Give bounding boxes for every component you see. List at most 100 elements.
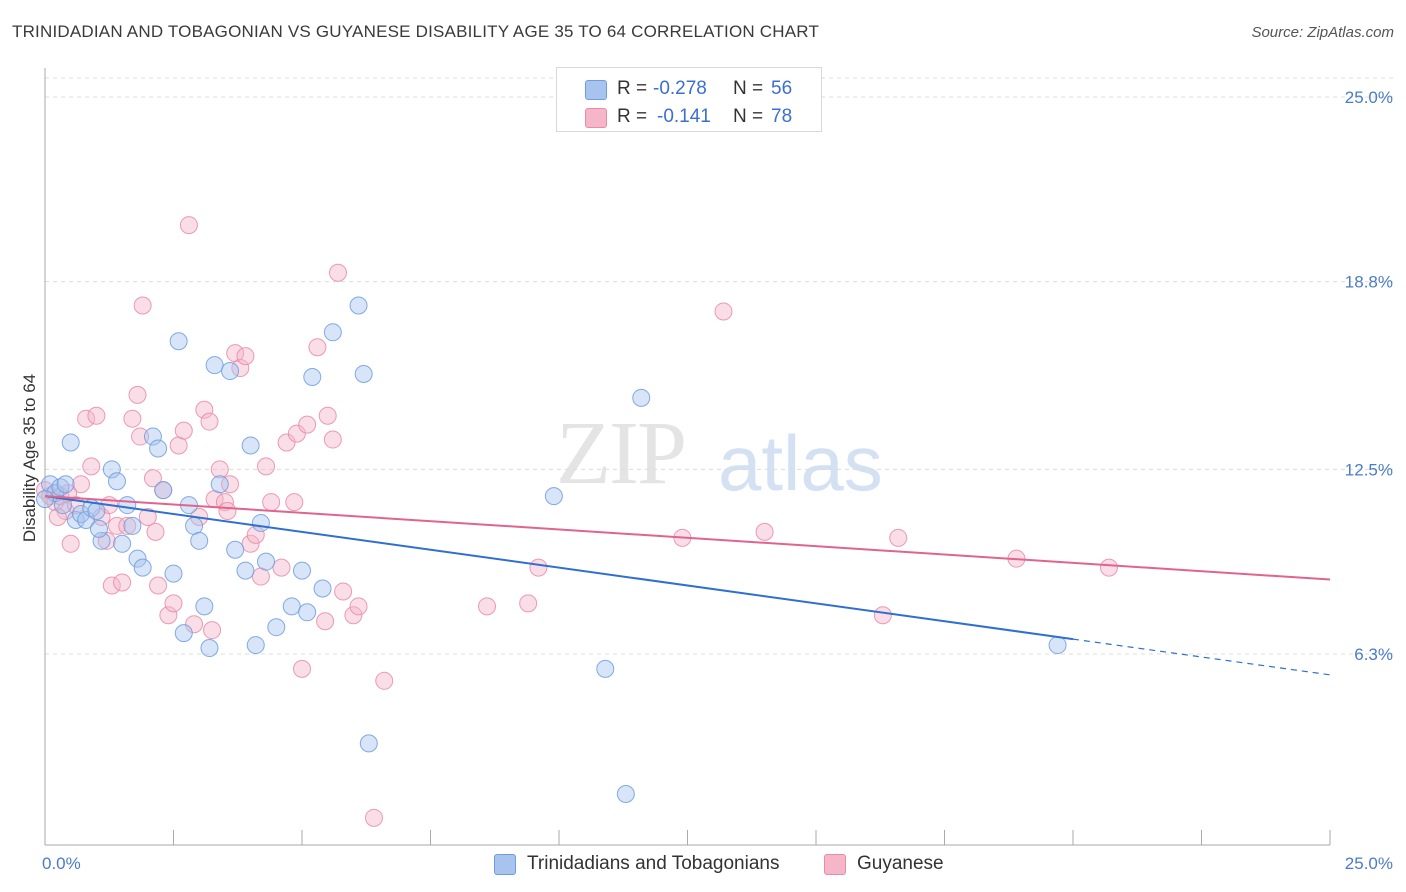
data-point: [61, 433, 80, 452]
data-point: [143, 427, 162, 446]
data-point: [267, 618, 286, 637]
trend-line: [44, 495, 1074, 641]
data-point: [89, 519, 108, 538]
data-point: [285, 493, 304, 512]
legend-r-label: R =: [617, 78, 648, 99]
data-point: [616, 784, 635, 803]
data-point: [71, 475, 90, 494]
data-point: [56, 475, 75, 494]
data-point: [179, 216, 198, 235]
legend-n-value: 78: [771, 106, 793, 127]
data-point: [221, 475, 240, 494]
data-point: [92, 531, 111, 550]
correlation-legend: R = -0.278 N = 56 R = -0.141 N = 78: [556, 67, 822, 132]
data-point: [154, 481, 173, 500]
data-point: [323, 430, 342, 449]
data-point: [133, 558, 152, 577]
data-point: [241, 436, 260, 455]
data-point: [77, 409, 96, 428]
legend-n-value: 56: [771, 78, 793, 99]
data-point: [293, 659, 311, 678]
legend-row-trinidadian: R = -0.278 N = 56: [557, 76, 821, 104]
trend-lines: [44, 495, 1331, 676]
watermark-atlas: atlas: [718, 419, 883, 507]
data-point: [71, 505, 90, 524]
data-point: [118, 516, 137, 535]
legend-r-value: -0.278: [653, 78, 707, 99]
data-point: [169, 332, 188, 351]
data-point: [313, 579, 332, 598]
data-point: [349, 597, 368, 616]
data-point: [143, 469, 162, 488]
data-point: [36, 490, 54, 509]
data-point: [48, 507, 67, 526]
data-point: [1099, 558, 1118, 577]
tick-labels: 6.3% 12.5% 18.8% 25.0% 0.0% 25.0%: [42, 88, 1393, 873]
data-point: [159, 606, 178, 625]
data-point: [210, 460, 229, 479]
data-point: [364, 808, 383, 827]
data-point: [102, 460, 121, 479]
data-point: [519, 594, 538, 613]
data-point: [113, 573, 132, 592]
data-point: [236, 561, 255, 580]
data-point: [203, 621, 222, 640]
data-point: [889, 528, 908, 547]
data-point: [478, 597, 497, 616]
data-point: [303, 367, 322, 386]
data-point: [185, 615, 204, 634]
data-point: [128, 549, 147, 568]
source-label: Source: ZipAtlas.com: [1251, 24, 1394, 41]
watermark-zip: ZIP: [556, 404, 687, 503]
y-tick-label: 6.3%: [1354, 645, 1393, 664]
data-point: [226, 540, 245, 559]
data-point: [316, 612, 335, 631]
bottom-legend-label: Guyanese: [857, 853, 944, 874]
data-point: [344, 606, 363, 625]
data-point: [714, 302, 733, 321]
data-point: [298, 415, 317, 434]
data-point: [146, 522, 165, 541]
legend-n-label: N =: [733, 106, 764, 127]
data-point: [257, 457, 276, 476]
data-point: [632, 388, 651, 407]
data-point: [308, 338, 327, 357]
data-point: [61, 534, 80, 553]
data-point: [354, 365, 373, 384]
data-point: [113, 534, 132, 553]
data-point: [195, 400, 214, 419]
data-point: [236, 347, 255, 366]
data-point: [123, 409, 142, 428]
data-point: [210, 475, 229, 494]
data-point: [51, 478, 70, 497]
data-point: [298, 603, 317, 622]
data-point: [349, 296, 368, 315]
data-point: [66, 510, 85, 529]
data-point: [328, 263, 347, 282]
data-point: [873, 606, 892, 625]
legend-r-label: R =: [617, 106, 648, 127]
data-point: [257, 552, 276, 571]
axes: [44, 68, 1331, 846]
data-point: [218, 502, 237, 521]
data-point: [149, 576, 168, 595]
data-point: [195, 597, 214, 616]
data-point: [77, 510, 96, 529]
data-point: [205, 356, 224, 375]
data-point: [149, 439, 168, 458]
data-point: [323, 323, 342, 342]
data-point: [241, 534, 260, 553]
data-point: [118, 496, 137, 515]
legend-r-value: -0.141: [657, 106, 711, 127]
data-point: [1048, 636, 1067, 655]
data-point: [529, 558, 548, 577]
data-point: [164, 594, 183, 613]
bottom-legend-swatch-pink: [824, 854, 846, 875]
data-point: [87, 406, 106, 425]
y-tick-label: 18.8%: [1345, 273, 1393, 292]
data-point: [293, 561, 311, 580]
data-point: [128, 385, 147, 404]
data-point: [277, 433, 296, 452]
data-point: [544, 487, 563, 506]
data-point: [107, 472, 126, 491]
